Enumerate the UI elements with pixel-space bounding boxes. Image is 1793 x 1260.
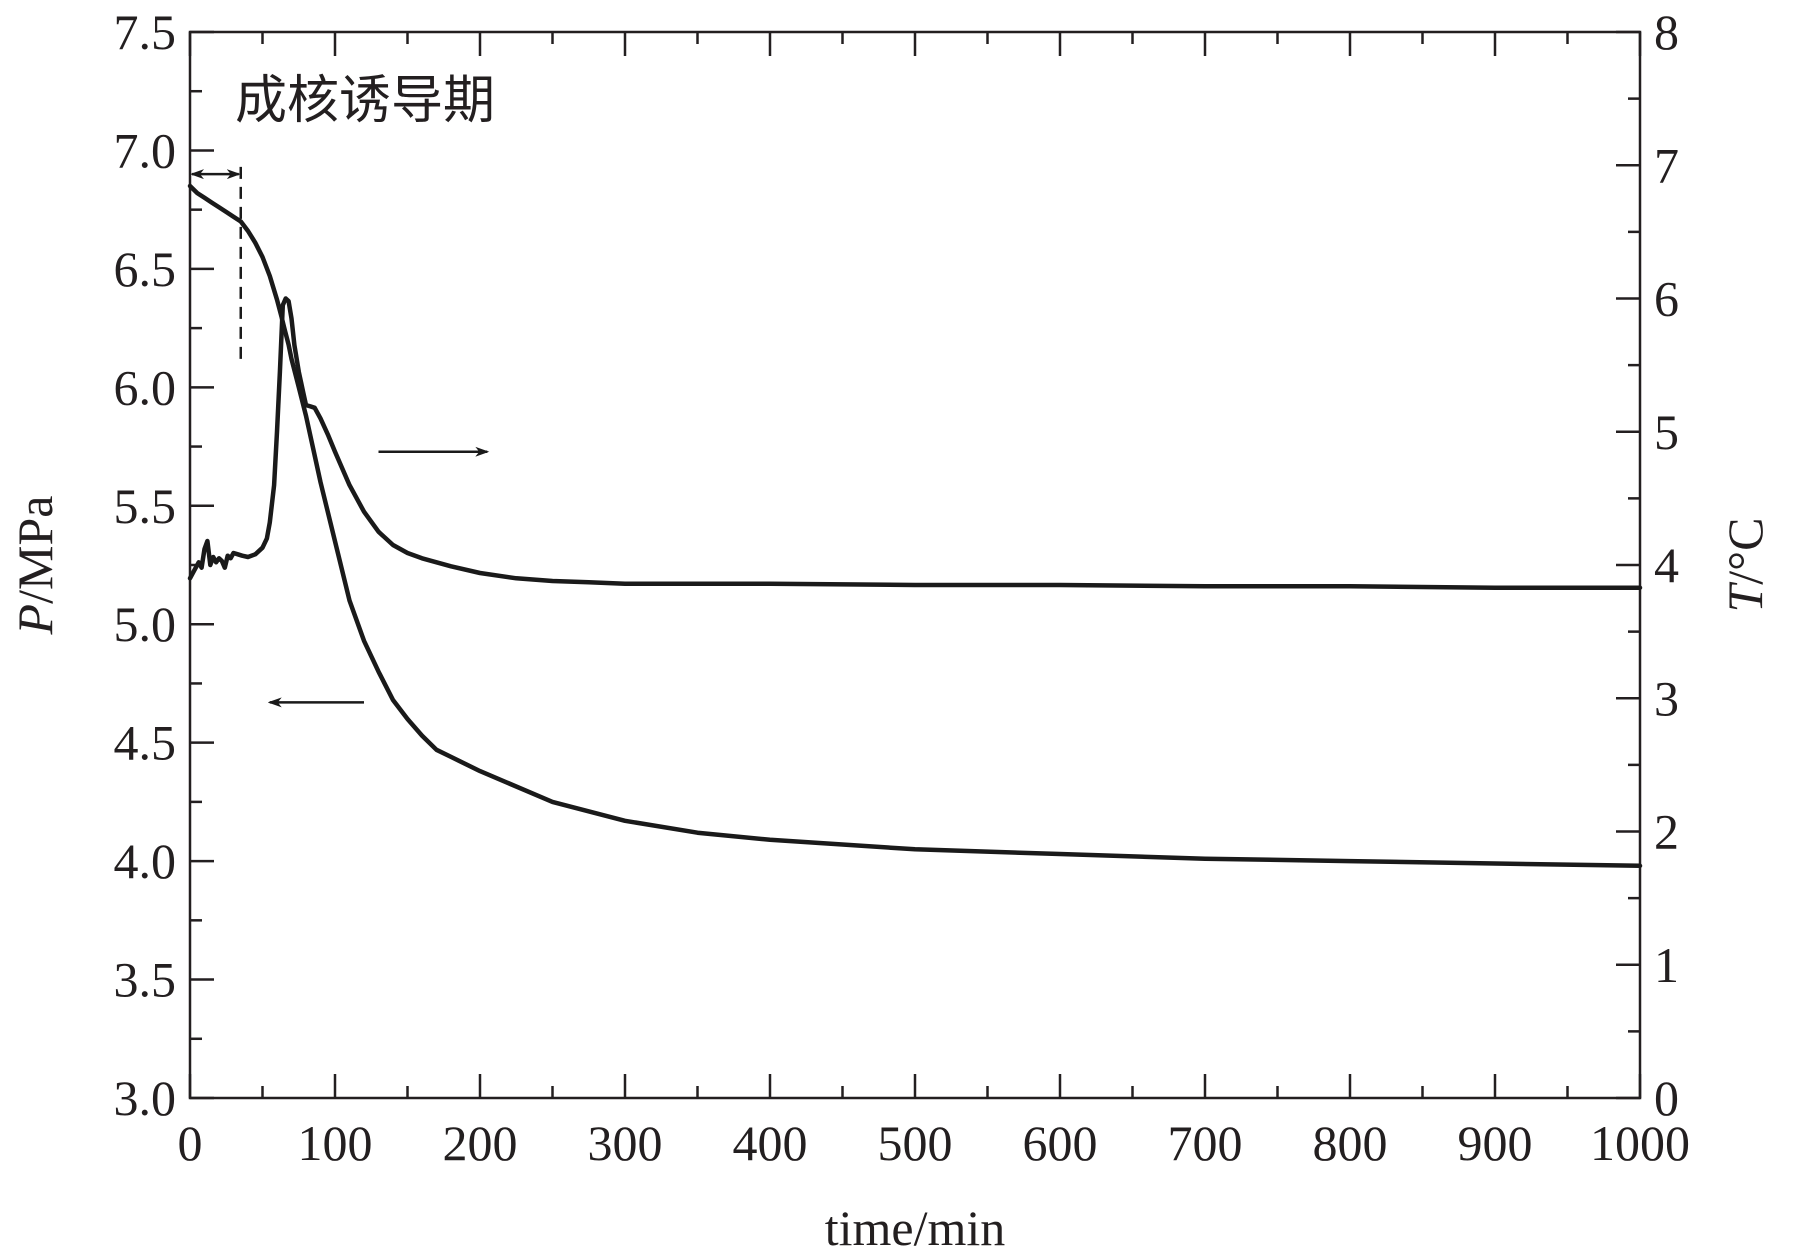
y-left-tick-label: 7.0 (114, 122, 177, 178)
y-left-tick-label: 7.5 (114, 4, 177, 60)
left-axis-ticks: 3.0 3.5 4.0 4.5 5.0 5.5 6.0 6.5 7.0 7.5 (114, 4, 214, 1126)
pressure-line (187, 183, 1643, 869)
y-left-tick-label: 4.0 (114, 833, 177, 889)
x-tick-label: 900 (1458, 1115, 1533, 1171)
y-right-tick-label: 6 (1654, 271, 1679, 327)
y-left-tick-label: 3.5 (114, 952, 177, 1008)
y-right-tick-label: 4 (1654, 537, 1679, 593)
y-right-tick-label: 1 (1654, 937, 1679, 993)
y-right-tick-label: 7 (1654, 137, 1679, 193)
y-right-tick-label: 5 (1654, 404, 1679, 460)
x-axis-ticks: 0 100 200 300 400 500 600 700 800 900 1000 (178, 32, 1690, 1171)
x-tick-label: 600 (1023, 1115, 1098, 1171)
annotation-layer (190, 162, 490, 708)
left-axis-title-symbol: P (7, 604, 63, 636)
x-tick-label: 300 (588, 1115, 663, 1171)
y-right-tick-label: 3 (1654, 670, 1679, 726)
y-left-tick-label: 5.5 (114, 478, 177, 534)
x-tick-label: 0 (178, 1115, 203, 1171)
right-axis-ticks: 0 1 2 3 4 5 6 7 8 (1616, 4, 1679, 1126)
left-axis-title-unit: /MPa (7, 496, 63, 604)
plot-frame (188, 30, 1642, 1100)
x-tick-label: 100 (298, 1115, 373, 1171)
y-right-tick-label: 0 (1654, 1070, 1679, 1126)
y-left-tick-label: 6.0 (114, 359, 177, 415)
y-left-tick-label: 6.5 (114, 241, 177, 297)
induction-period-label: 成核诱导期 (235, 71, 495, 131)
series-layer (187, 183, 1643, 869)
right-axis-title-unit: /°C (1717, 517, 1773, 584)
y-right-tick-label: 2 (1654, 804, 1679, 860)
right-axis-title-symbol: T (1717, 582, 1773, 613)
left-axis-title: P/MPa (7, 496, 63, 636)
x-axis-title: time/min (825, 1200, 1006, 1256)
x-tick-label: 800 (1313, 1115, 1388, 1171)
y-left-tick-label: 4.5 (114, 715, 177, 771)
y-right-tick-label: 8 (1654, 4, 1679, 60)
x-tick-label: 500 (878, 1115, 953, 1171)
y-left-tick-label: 3.0 (114, 1070, 177, 1126)
x-tick-label: 200 (443, 1115, 518, 1171)
y-left-tick-label: 5.0 (114, 596, 177, 652)
x-tick-label: 400 (733, 1115, 808, 1171)
right-axis-title: T/°C (1717, 517, 1773, 612)
x-tick-label: 1000 (1590, 1115, 1690, 1171)
temperature-line (187, 296, 1643, 590)
x-tick-label: 700 (1168, 1115, 1243, 1171)
